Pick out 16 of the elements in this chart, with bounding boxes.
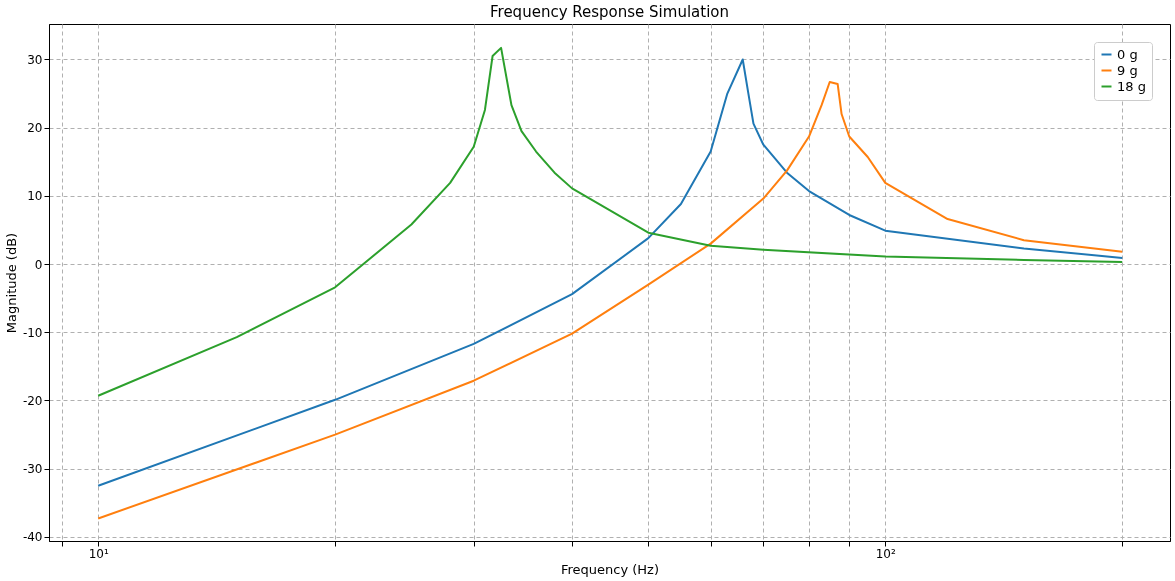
x-tick-label: 10² (875, 546, 897, 561)
y-tick-label: 30 (27, 52, 43, 67)
x-tick-label: 10¹ (88, 546, 109, 561)
x-axis-title: Frequency (Hz) (560, 561, 660, 577)
y-tick-label: 10 (27, 189, 43, 204)
y-tick-label: -10 (22, 325, 43, 340)
y-tick-label: -30 (22, 462, 43, 477)
chart-title: Frequency Response Simulation (490, 3, 729, 21)
y-tick-label: 0 (34, 257, 43, 272)
y-tick-label: -40 (22, 530, 43, 545)
legend-label: 18 g (1117, 78, 1146, 94)
y-axis-title: Magnitude (dB) (3, 232, 19, 334)
legend-label: 0 g (1117, 46, 1138, 62)
y-tick-label: -20 (22, 394, 43, 408)
legend-label: 9 g (1117, 62, 1138, 78)
y-tick-label: 20 (27, 121, 43, 136)
